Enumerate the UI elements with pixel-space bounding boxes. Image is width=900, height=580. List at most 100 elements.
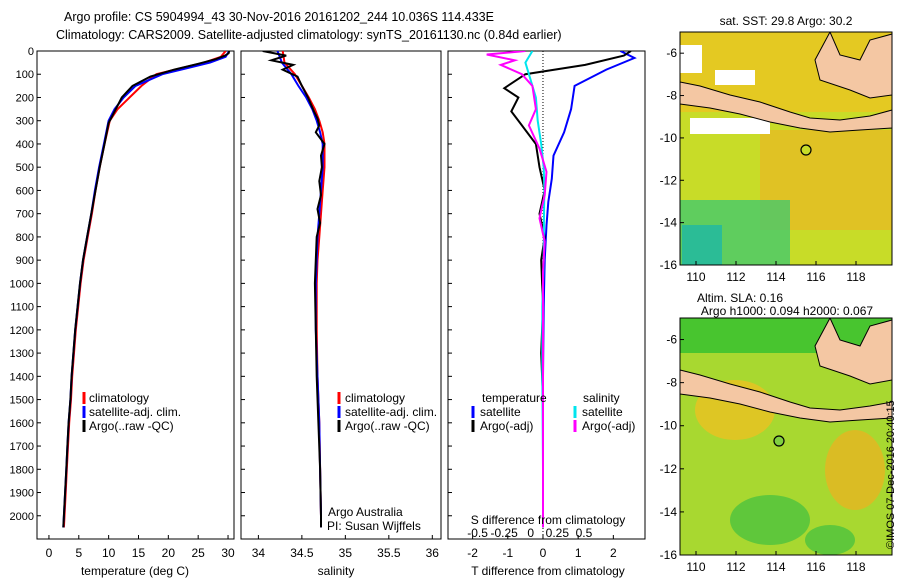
x-tick-label: 10 [102, 546, 116, 560]
y-tick-label: 1900 [10, 488, 34, 500]
legend-climatology-label: climatology [89, 391, 149, 405]
x-tick-label: 30 [221, 546, 235, 560]
temperature-plot: 0100200300400500600700800900100011001200… [10, 46, 236, 560]
y-tick-label: 1400 [10, 371, 34, 383]
sst-map [680, 32, 892, 265]
series-line-argo-raw-qc- [62, 51, 231, 528]
series-line-temperature-satellite [542, 51, 637, 528]
y-tick-label: 1800 [10, 464, 34, 476]
sla-map-title-line-1: Altim. SLA: 0.16 [697, 291, 783, 305]
map-y-tick-label: -12 [660, 462, 678, 476]
y-tick-label: 1700 [10, 441, 34, 453]
sla-map-frame [679, 317, 893, 556]
map-x-tick-label: 110 [686, 270, 705, 284]
sst-map-frame [679, 31, 893, 266]
y-tick-label: 1300 [10, 348, 34, 360]
map-y-tick-label: -8 [666, 89, 677, 103]
y-tick-label: 300 [16, 116, 34, 128]
y-tick-label: 800 [16, 232, 34, 244]
sst-cloud-gap [680, 45, 702, 73]
y-tick-label: 200 [16, 92, 34, 104]
temperature-legend: climatology satellite-adj. clim. Argo(..… [82, 391, 181, 433]
x-tick-label: 0 [46, 546, 53, 560]
map-x-tick-label: 112 [726, 270, 745, 284]
legend-climatology-label: climatology [345, 391, 405, 405]
top-tick-label: 0.5 [576, 526, 593, 540]
map-x-tick-label: 110 [686, 560, 705, 574]
sst-cool-patch-2 [682, 225, 722, 265]
map-y-tick-label: -8 [666, 376, 677, 390]
temperature-plot-frame [36, 50, 235, 540]
map-x-tick-label: 112 [726, 560, 745, 574]
y-tick-label: 1600 [10, 418, 34, 430]
y-tick-label: 1100 [10, 302, 34, 314]
y-tick-label: 900 [16, 255, 34, 267]
series-line-climatology [62, 51, 227, 528]
x-tick-label: -1 [502, 546, 513, 560]
map-y-tick-label: -6 [666, 46, 677, 60]
sst-cloud-gap-3 [690, 118, 770, 134]
map-x-tick-label: 116 [806, 270, 825, 284]
map-x-tick-label: 114 [766, 270, 785, 284]
climatology-title: Climatology: CARS2009. Satellite-adjuste… [56, 28, 562, 42]
legend-sal-argo-label: Argo(-adj) [582, 419, 635, 433]
x-tick-label: 34.5 [290, 546, 314, 560]
x-tick-label: 5 [75, 546, 82, 560]
series-group [62, 51, 231, 528]
salinity-xlabel: salinity [318, 564, 355, 578]
map-y-tick-label: -12 [660, 173, 678, 187]
y-tick-label: 400 [16, 139, 34, 151]
difference-xlabel: T difference from climatology [471, 564, 625, 578]
series-group [486, 51, 637, 528]
sla-low-patch-2 [805, 525, 855, 555]
sla-float-marker [773, 435, 785, 447]
salinity-plot-frame [240, 50, 442, 540]
x-tick-label: 36 [426, 546, 440, 560]
y-tick-label: 500 [16, 162, 34, 174]
difference-legend: temperature satellite Argo(-adj) salinit… [471, 391, 635, 433]
legend-temp-satellite-label: satellite [480, 405, 521, 419]
y-tick-label: 0 [28, 46, 34, 58]
series-line-satellite-adj-clim- [62, 51, 231, 528]
legend-argo-label: Argo(..raw -QC) [345, 419, 430, 433]
sla-low-patch [730, 495, 810, 545]
y-tick-label: 2000 [10, 511, 34, 523]
map-y-tick-label: -10 [660, 419, 678, 433]
y-tick-label: 600 [16, 185, 34, 197]
sst-map-title: sat. SST: 29.8 Argo: 30.2 [720, 14, 853, 28]
top-tick-label: 0 [527, 526, 534, 540]
sla-map-axes: 110 112 114 116 118 -6 -8 -10 -12 -14 -16 [660, 333, 866, 574]
sla-map [680, 318, 892, 555]
x-tick-label: 0 [540, 546, 547, 560]
legend-satellite-label: satellite-adj. clim. [345, 405, 437, 419]
legend-salinity-heading: salinity [583, 391, 620, 405]
map-y-tick-label: -10 [660, 131, 678, 145]
map-x-tick-label: 118 [846, 560, 865, 574]
legend-sal-satellite-label: satellite [582, 405, 623, 419]
map-x-tick-label: 114 [766, 560, 785, 574]
map-y-tick-label: -16 [660, 258, 678, 272]
java-island [680, 81, 892, 133]
x-tick-label: -2 [467, 546, 478, 560]
series-line-argo-raw-qc- [262, 51, 326, 528]
imos-timestamp: ©IMOS 07-Dec-2016 20:40:15 [885, 400, 897, 549]
map-y-tick-label: -16 [660, 548, 678, 562]
sst-float-marker [800, 144, 812, 156]
sst-map-axes: 110 112 114 116 118 -6 -8 -10 -12 -14 -16 [660, 46, 866, 284]
legend-satellite-label: satellite-adj. clim. [89, 405, 181, 419]
credit-line-2: PI: Susan Wijffels [327, 519, 421, 533]
salinity-plot: 34 34.5 35 35.5 36 [241, 50, 440, 560]
difference-top-label: S difference from climatology [471, 513, 626, 527]
top-tick-label: -0.5 [467, 526, 488, 540]
legend-temperature-heading: temperature [482, 391, 547, 405]
map-y-tick-label: -14 [660, 216, 678, 230]
x-tick-label: 15 [132, 546, 146, 560]
y-tick-label: 1200 [10, 325, 34, 337]
legend-temp-argo-label: Argo(-adj) [480, 419, 533, 433]
x-tick-label: 25 [192, 546, 206, 560]
x-tick-label: 34 [252, 546, 266, 560]
x-tick-label: 1 [575, 546, 582, 560]
y-tick-label: 100 [16, 69, 34, 81]
x-tick-label: 2 [610, 546, 617, 560]
temperature-xlabel: temperature (deg C) [81, 564, 189, 578]
